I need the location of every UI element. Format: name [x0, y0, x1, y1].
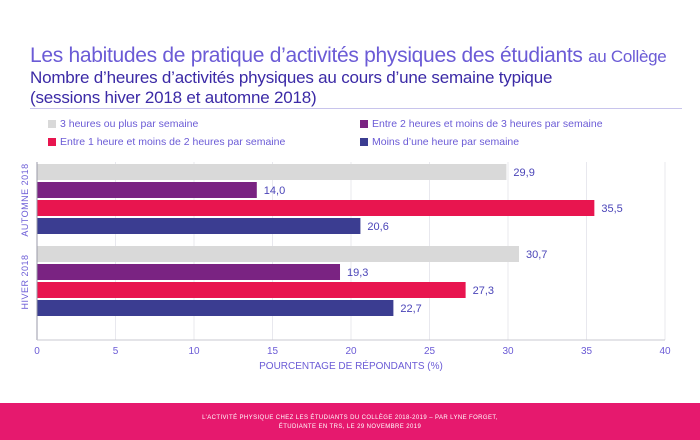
bar	[37, 218, 361, 234]
legend-item: 3 heures ou plus par semaine	[48, 118, 198, 130]
x-tick-label: 30	[502, 346, 514, 357]
bar-value-label: 14,0	[264, 185, 285, 197]
title-divider	[30, 108, 682, 109]
legend-swatch	[360, 120, 368, 128]
footer-text-line-1: L’ACTIVITÉ PHYSIQUE CHEZ LES ÉTUDIANTS D…	[202, 415, 498, 421]
x-axis-title: POURCENTAGE DE RÉPONDANTS (%)	[259, 359, 443, 372]
bar	[37, 300, 394, 316]
footer-banner: L’ACTIVITÉ PHYSIQUE CHEZ LES ÉTUDIANTS D…	[0, 403, 700, 440]
chart-title-main: Les habitudes de pratique d’activités ph…	[30, 44, 583, 67]
chart-title: Les habitudes de pratique d’activités ph…	[30, 44, 680, 68]
chart-subtitle-line-2: (sessions hiver 2018 et automne 2018)	[30, 88, 317, 107]
legend-label: Moins d’une heure par semaine	[372, 136, 520, 148]
x-tick-label: 25	[424, 346, 436, 357]
bar-value-label: 30,7	[526, 249, 547, 261]
x-tick-label: 10	[188, 346, 200, 357]
title-block: Les habitudes de pratique d’activités ph…	[30, 44, 680, 108]
legend-swatch	[48, 120, 56, 128]
bar	[37, 246, 519, 262]
category-label: HIVER 2018	[20, 254, 30, 309]
chart-subtitle-line-1: Nombre d’heures d’activités physiques au…	[30, 68, 553, 87]
bar-value-label: 19,3	[347, 267, 368, 279]
bar-value-label: 20,6	[367, 221, 388, 233]
footer-text-line-2: ÉTUDIANTE EN TRS, LE 29 NOVEMBRE 2019	[278, 424, 422, 430]
bar-value-label: 29,9	[513, 167, 534, 179]
x-tick-label: 0	[34, 346, 40, 357]
bar	[37, 164, 507, 180]
legend-swatch	[48, 138, 56, 146]
legend-item: Entre 2 heures et moins de 3 heures par …	[360, 118, 603, 130]
legend-label: 3 heures ou plus par semaine	[60, 118, 199, 130]
bar	[37, 182, 257, 198]
legend-label: Entre 2 heures et moins de 3 heures par …	[372, 118, 603, 130]
category-label: AUTOMNE 2018	[20, 163, 30, 236]
chart-title-suffix: au Collège	[588, 47, 667, 66]
bar	[37, 200, 595, 216]
x-tick-label: 15	[267, 346, 279, 357]
chart-legend: 3 heures ou plus par semaine Entre 2 heu…	[48, 112, 678, 156]
bar-value-label: 22,7	[400, 303, 421, 315]
bar	[37, 264, 341, 280]
bar	[37, 282, 466, 298]
legend-swatch	[360, 138, 368, 146]
legend-label: Entre 1 heure et moins de 2 heures par s…	[60, 136, 286, 148]
x-tick-label: 5	[113, 346, 119, 357]
bar-value-label: 27,3	[473, 285, 494, 297]
legend-item: Moins d’une heure par semaine	[360, 136, 519, 148]
x-tick-label: 35	[581, 346, 593, 357]
x-tick-label: 20	[345, 346, 357, 357]
legend-item: Entre 1 heure et moins de 2 heures par s…	[48, 136, 285, 148]
bar-value-label: 35,5	[601, 203, 622, 215]
x-tick-label: 40	[659, 346, 671, 357]
bar-chart: 29,9 14,0 35,5 20,6 AUTOMNE 2018 30,7 19,3 27,3…	[20, 162, 671, 372]
